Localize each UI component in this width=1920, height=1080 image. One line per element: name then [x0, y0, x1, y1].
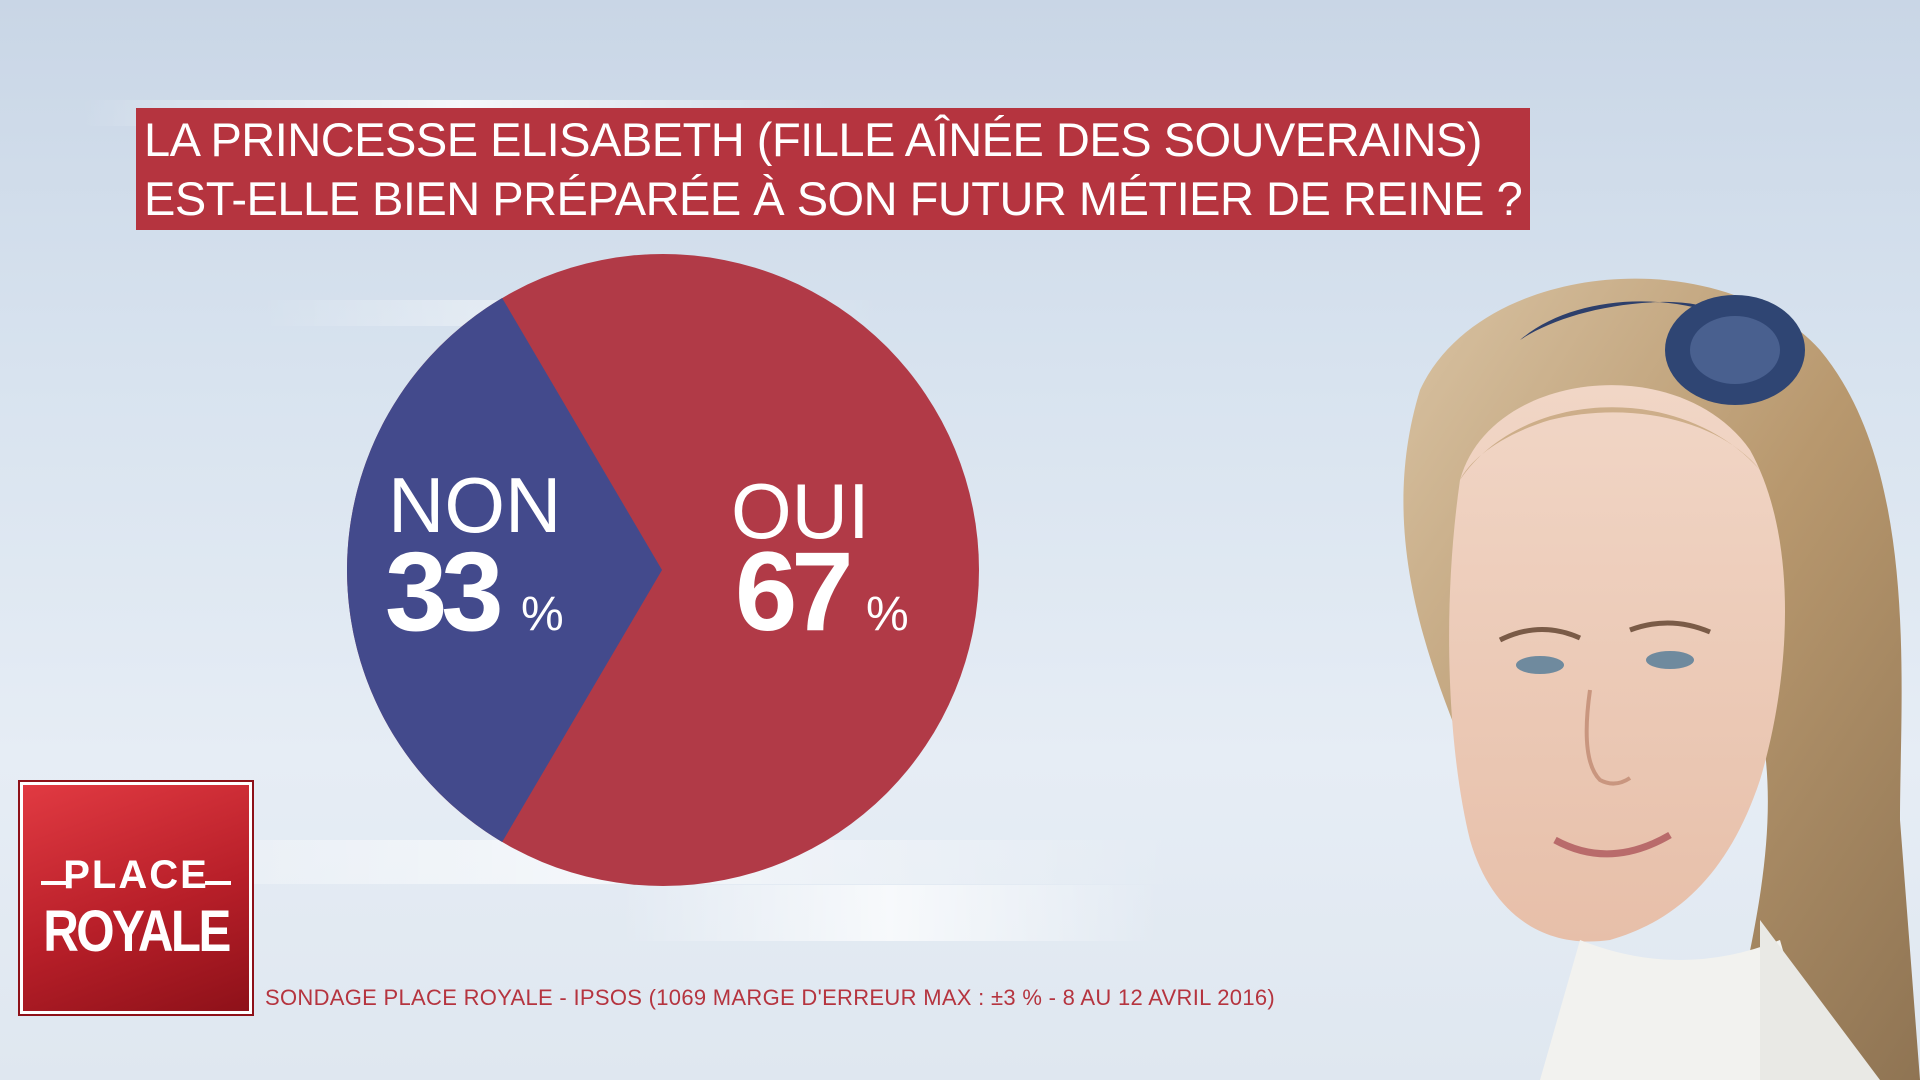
value-non: 33 — [385, 529, 500, 654]
question-title: LA PRINCESSE ELISABETH (FILLE AÎNÉE DES … — [136, 108, 1530, 230]
title-line-1: LA PRINCESSE ELISABETH (FILLE AÎNÉE DES … — [144, 113, 1482, 166]
poll-source-note: SONDAGE PLACE ROYALE - IPSOS (1069 MARGE… — [265, 985, 1276, 1010]
logo-left-rule — [41, 881, 67, 885]
unit-non: % — [521, 588, 564, 641]
logo-place-text: PLACE — [63, 853, 209, 897]
place-royale-logo: PLACE ROYALE — [18, 780, 254, 1016]
unit-oui: % — [866, 588, 909, 641]
label-non: NON — [388, 461, 561, 549]
pie-slice-non — [346, 298, 662, 842]
label-oui: OUI — [731, 467, 870, 555]
value-oui: 67 — [735, 529, 849, 654]
title-line-2: EST-ELLE BIEN PRÉPARÉE À SON FUTUR MÉTIE… — [144, 172, 1523, 225]
logo-right-rule — [205, 881, 231, 885]
logo-royale-text: ROYALE — [43, 899, 231, 964]
princess-portrait — [1403, 278, 1920, 1080]
